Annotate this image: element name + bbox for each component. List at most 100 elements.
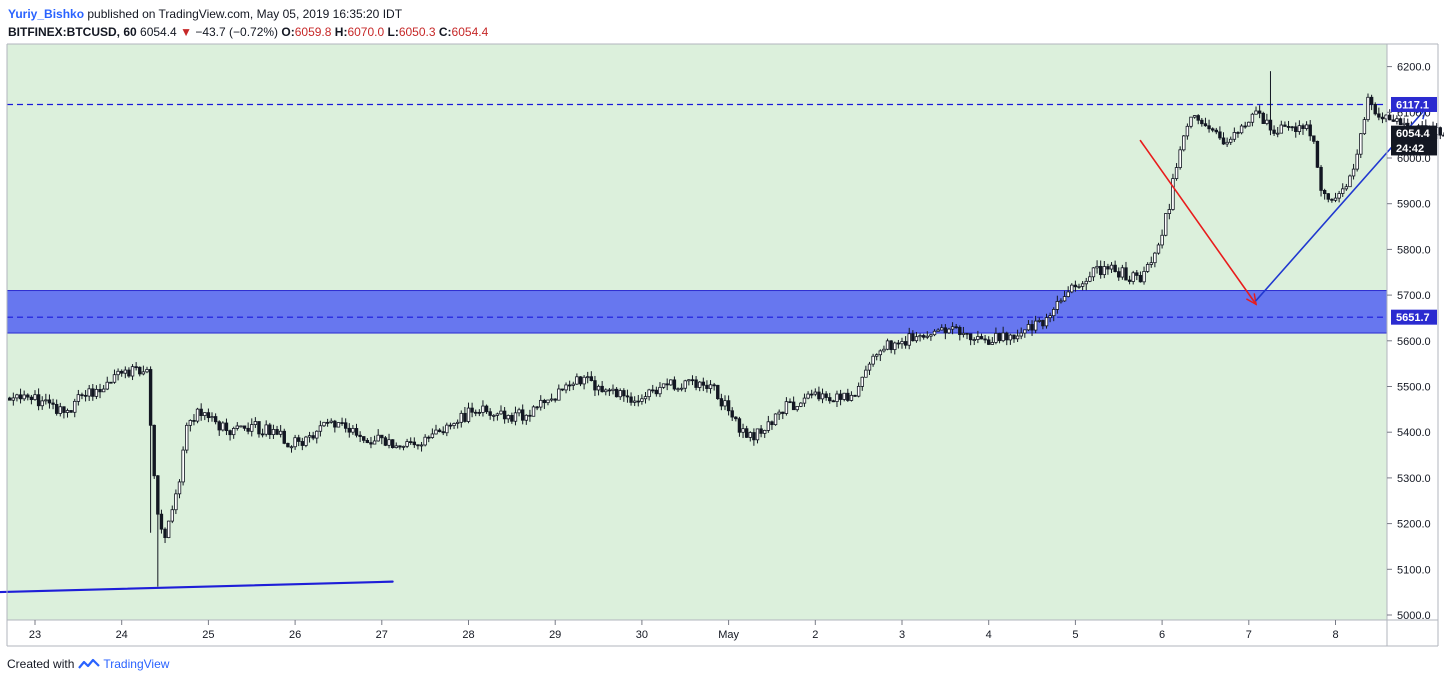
candle[interactable] [654,386,659,397]
candle[interactable] [170,505,174,524]
candle[interactable] [647,388,651,401]
candle[interactable] [1286,120,1291,131]
candle[interactable] [1333,192,1338,203]
candle[interactable] [730,407,734,421]
candle[interactable] [1355,149,1359,172]
candle[interactable] [1239,123,1244,135]
candle[interactable] [875,353,879,361]
candle[interactable] [156,474,160,587]
candle[interactable] [860,376,864,391]
candle[interactable] [1182,135,1186,152]
candle[interactable] [520,404,525,425]
candle[interactable] [329,418,333,424]
candle[interactable] [596,384,601,396]
candle[interactable] [242,425,247,431]
candle[interactable] [148,366,153,533]
candle[interactable] [575,373,579,385]
candle[interactable] [889,340,893,354]
candle[interactable] [91,383,95,401]
candle[interactable] [423,434,427,447]
candle[interactable] [809,389,814,399]
candle[interactable] [174,489,178,515]
candle[interactable] [741,423,745,439]
candle[interactable] [773,413,778,426]
candle[interactable] [1062,290,1067,302]
candle[interactable] [163,527,167,544]
candle[interactable] [1149,256,1153,268]
candle[interactable] [1359,133,1363,159]
candle[interactable] [940,324,944,331]
candle[interactable] [950,322,955,335]
candle[interactable] [1044,313,1049,329]
candle[interactable] [997,332,1002,344]
candle[interactable] [1171,173,1175,211]
candle[interactable] [842,392,846,402]
candle[interactable] [683,379,687,393]
candle[interactable] [401,445,406,451]
candle[interactable] [1120,264,1125,280]
candle[interactable] [1015,329,1020,342]
candle[interactable] [586,371,590,384]
candle[interactable] [618,388,622,400]
candle[interactable] [11,392,16,406]
candle[interactable] [29,394,34,405]
support-zone[interactable] [6,290,1388,334]
candle[interactable] [1059,298,1063,304]
candle[interactable] [614,387,619,398]
candle[interactable] [1098,260,1103,279]
candle[interactable] [1225,137,1229,147]
candle[interactable] [918,333,922,342]
candle[interactable] [976,330,980,344]
candle[interactable] [777,409,781,420]
candle[interactable] [1319,165,1323,197]
candle[interactable] [264,420,268,437]
candle[interactable] [1341,183,1345,197]
trend-line[interactable] [0,580,394,601]
candle[interactable] [557,384,561,401]
candle[interactable] [94,385,99,400]
candle[interactable] [712,382,716,391]
candle[interactable] [470,402,474,418]
candle[interactable] [333,419,337,433]
candle[interactable] [141,365,146,376]
candle[interactable] [304,435,308,448]
candle[interactable] [510,412,514,424]
candle[interactable] [1290,125,1294,132]
candle[interactable] [1142,266,1146,285]
candle[interactable] [217,420,221,436]
candle[interactable] [358,431,362,443]
candle[interactable] [954,323,958,329]
resistance-price-label-bg[interactable] [1391,96,1437,112]
candle[interactable] [1207,119,1211,133]
candle[interactable] [307,431,312,443]
candle[interactable] [600,381,604,393]
candle[interactable] [448,422,453,430]
candle[interactable] [560,388,565,392]
candle[interactable] [492,414,496,422]
candle[interactable] [604,388,608,396]
candle[interactable] [1135,269,1139,281]
candle[interactable] [26,393,30,401]
candle[interactable] [936,328,940,332]
candle[interactable] [65,408,70,418]
candle[interactable] [752,428,756,446]
candle[interactable] [340,417,344,426]
candle[interactable] [1084,277,1088,291]
candle[interactable] [120,369,124,377]
candle[interactable] [903,336,908,349]
candle[interactable] [763,429,767,438]
candle[interactable] [698,381,702,392]
candle[interactable] [705,380,709,393]
candle[interactable] [1127,275,1132,285]
candle[interactable] [755,428,760,444]
candle[interactable] [719,393,724,411]
candle[interactable] [224,418,229,436]
candle[interactable] [412,437,417,448]
candle[interactable] [1131,270,1135,285]
candle[interactable] [203,412,207,421]
candle[interactable] [282,428,286,445]
candle[interactable] [235,422,239,431]
candle[interactable] [849,391,854,402]
candle[interactable] [502,407,507,424]
candle[interactable] [517,407,521,417]
